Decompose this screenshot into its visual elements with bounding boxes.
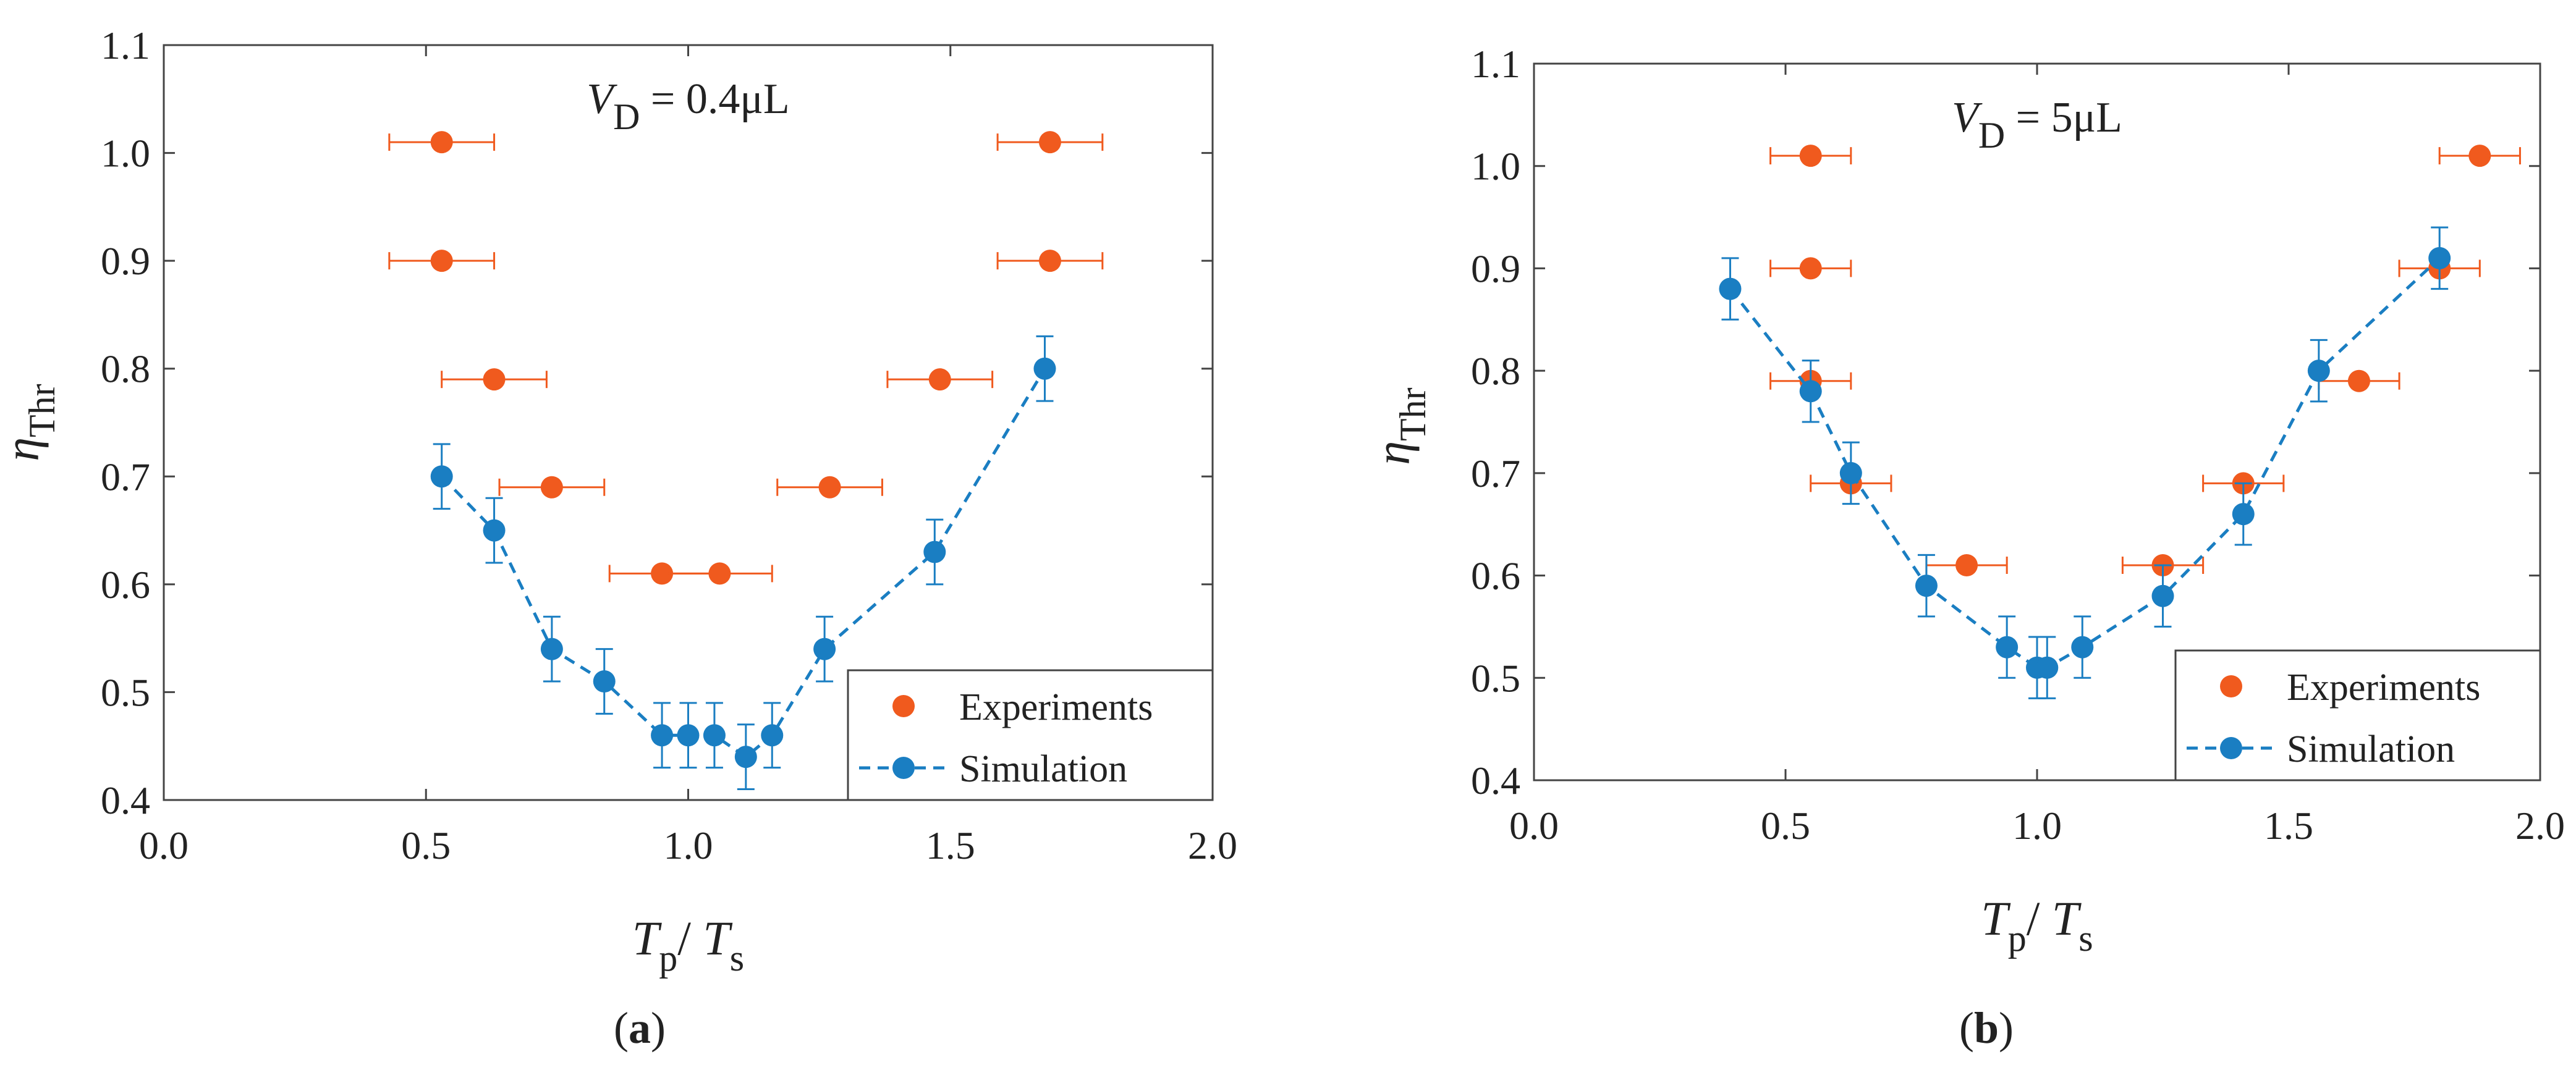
data-point xyxy=(1799,257,1822,280)
data-point xyxy=(430,131,453,154)
data-point xyxy=(2428,246,2451,269)
legend-marker xyxy=(892,695,915,717)
data-point xyxy=(2468,145,2491,167)
panel-label: (a) xyxy=(614,1003,666,1053)
data-point xyxy=(1038,250,1061,272)
y-tick-label: 0.7 xyxy=(1471,452,1520,495)
data-point xyxy=(734,746,757,768)
legend-marker xyxy=(2220,737,2242,759)
y-axis-title: ηThr xyxy=(1366,387,1433,465)
y-tick-label: 1.1 xyxy=(1471,42,1520,86)
y-tick-label: 0.9 xyxy=(1471,246,1520,290)
y-tick-label: 0.5 xyxy=(1471,656,1520,700)
volume-annotation: VD = 0.4μL xyxy=(587,75,789,137)
y-tick-label: 0.5 xyxy=(101,670,150,714)
data-point xyxy=(1799,145,1822,167)
data-point xyxy=(540,476,563,499)
y-tick-label: 0.4 xyxy=(1471,759,1520,802)
data-point xyxy=(1996,636,2019,659)
series-line xyxy=(440,368,1046,759)
data-point xyxy=(1033,357,1056,380)
data-point xyxy=(483,519,506,542)
data-point xyxy=(818,476,841,499)
series-experiments xyxy=(1769,145,2521,576)
data-point xyxy=(1038,131,1061,154)
y-tick-label: 1.0 xyxy=(101,132,150,175)
legend-label: Experiments xyxy=(2287,667,2480,709)
x-tick-label: 0.0 xyxy=(139,823,189,867)
chart-panel-b: 0.0 0.5 1.0 1.5 2.0 0.4 0.5 0.6 0.7 0.8 0.9 1.0 1.1 T… xyxy=(1366,42,2565,1053)
legend-label: Simulation xyxy=(2287,728,2455,770)
data-point xyxy=(1915,575,1938,597)
data-point xyxy=(923,541,946,563)
data-point xyxy=(1955,554,1978,576)
volume-annotation: VD = 5μL xyxy=(1952,94,2122,156)
y-tick-label: 0.8 xyxy=(101,347,150,391)
y-tick-label: 1.0 xyxy=(1471,145,1520,188)
data-point xyxy=(813,638,836,660)
legend-box xyxy=(847,669,1214,801)
y-tick-label: 0.8 xyxy=(1471,349,1520,393)
data-point xyxy=(708,562,731,585)
x-axis-title: Tp/ Ts xyxy=(632,911,744,979)
data-point xyxy=(483,368,506,391)
x-tick-label: 1.5 xyxy=(2264,804,2313,848)
x-tick-label: 1.0 xyxy=(2012,804,2062,848)
data-point xyxy=(593,670,616,693)
legend-marker xyxy=(2220,675,2242,697)
data-point xyxy=(430,250,453,272)
data-point xyxy=(1719,277,1742,300)
legend: Experiments Simulation xyxy=(847,669,1214,801)
legend-label: Experiments xyxy=(959,686,1153,728)
data-point xyxy=(2307,360,2330,382)
data-point xyxy=(1839,461,1862,484)
x-tick-label: 1.5 xyxy=(926,823,975,867)
legend-box xyxy=(2174,649,2541,781)
x-axis-title: Tp/ Ts xyxy=(1981,891,2093,959)
x-tick-label: 1.0 xyxy=(664,823,713,867)
data-point xyxy=(1799,380,1822,403)
y-axis-title: ηThr xyxy=(0,384,62,461)
y-tick-label: 0.6 xyxy=(1471,554,1520,598)
x-tick-label: 0.0 xyxy=(1509,804,1559,848)
chart-panel-a: 0.0 0.5 1.0 1.5 2.0 0.4 0.5 0.6 0.7 0.8 0.9 1.0 1.1 T… xyxy=(0,23,1237,1053)
series-experiments xyxy=(388,131,1104,585)
y-tick-label: 0.7 xyxy=(101,455,150,499)
series-simulation xyxy=(1719,226,2451,699)
series-line xyxy=(1729,257,2441,670)
x-tick-label: 2.0 xyxy=(1188,823,1237,867)
y-tick-label: 0.9 xyxy=(101,239,150,283)
data-point xyxy=(703,724,726,747)
y-tick-label: 0.6 xyxy=(101,563,150,607)
y-tick-label: 0.4 xyxy=(101,778,150,822)
data-point xyxy=(2036,656,2059,679)
data-point xyxy=(2232,503,2255,526)
data-point xyxy=(928,368,951,391)
x-tick-label: 0.5 xyxy=(1761,804,1810,848)
x-tick-label: 2.0 xyxy=(2515,804,2565,848)
series-simulation xyxy=(430,335,1056,791)
data-point xyxy=(677,724,700,747)
data-point xyxy=(2071,636,2094,659)
y-tick-label: 1.1 xyxy=(101,23,150,67)
data-point xyxy=(2347,369,2370,392)
legend-marker xyxy=(892,757,915,779)
data-point xyxy=(540,638,563,660)
data-point xyxy=(2151,584,2174,607)
data-point xyxy=(651,724,674,747)
legend-label: Simulation xyxy=(959,748,1127,790)
panel-label: (b) xyxy=(1959,1003,2014,1053)
data-point xyxy=(761,724,784,747)
data-point xyxy=(430,465,453,488)
legend: Experiments Simulation xyxy=(2174,649,2541,781)
x-tick-label: 0.5 xyxy=(401,823,451,867)
